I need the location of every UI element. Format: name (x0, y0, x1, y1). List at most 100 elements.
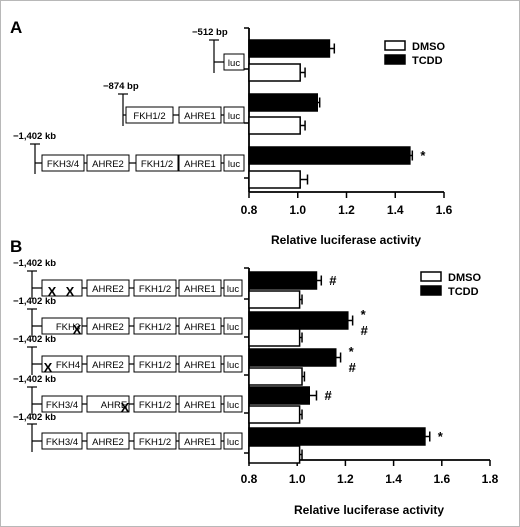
promoter-element-box (41, 395, 83, 413)
promoter-element-box (223, 432, 243, 450)
promoter-length-label: −1,402 kb (13, 334, 56, 345)
x-tick-label: 1.6 (433, 472, 450, 486)
x-tick-label: 1.2 (337, 472, 354, 486)
legend-label-tcdd: TCDD (448, 286, 479, 298)
promoter-element-label: AHRE2 (92, 322, 124, 333)
promoter-element-label: FKH1/2 (139, 284, 171, 295)
significance-asterisk: * (361, 307, 367, 322)
legend-swatch-dmso (384, 40, 406, 51)
promoter-element-box (178, 154, 222, 172)
tcdd-bar (248, 93, 318, 112)
mutation-x-mark: X (121, 400, 130, 415)
significance-hash: # (349, 360, 357, 375)
dmso-bar (248, 367, 303, 386)
tcdd-bar (248, 427, 426, 446)
promoter-element-box (133, 317, 177, 335)
x-tick-label: 1.2 (338, 203, 355, 217)
mutation-x-mark: X (66, 284, 75, 299)
promoter-element-box (86, 317, 130, 335)
x-tick-label: 1.8 (482, 472, 499, 486)
promoter-element-label: FKH3/4 (47, 159, 79, 170)
promoter-element-box (41, 432, 83, 450)
significance-asterisk: * (349, 344, 355, 359)
significance-hash: # (361, 323, 369, 338)
significance-asterisk: * (438, 429, 444, 444)
x-axis-title: Relative luciferase activity (271, 233, 421, 247)
mutation-x-mark: X (48, 284, 57, 299)
promoter-element-label: FKH1/2 (133, 111, 165, 122)
x-tick-label: 1.0 (289, 203, 306, 217)
promoter-element-label: AHRE2 (92, 284, 124, 295)
legend-label-dmso: DMSO (448, 272, 481, 284)
promoter-element-label: luc (227, 437, 239, 448)
promoter-element-box (135, 154, 179, 172)
mutation-x-mark: X (73, 322, 82, 337)
tcdd-bar (248, 311, 349, 330)
promoter-length-label: −1,402 kb (13, 374, 56, 385)
significance-hash: # (324, 388, 332, 403)
promoter-element-label: AHRE1 (184, 159, 216, 170)
mutation-x-mark: X (44, 360, 53, 375)
promoter-element-label: FKH1/2 (139, 322, 171, 333)
dmso-bar (248, 405, 301, 424)
promoter-element-box (223, 395, 243, 413)
promoter-element-box (178, 432, 222, 450)
tcdd-bar (248, 348, 337, 367)
promoter-element-label: FKH1/2 (139, 437, 171, 448)
tcdd-bar (248, 271, 318, 290)
promoter-element-label: AHRE1 (184, 437, 216, 448)
promoter-element-label: luc (227, 400, 239, 411)
promoter-length-label: −1,402 kb (13, 296, 56, 307)
promoter-element-box (133, 432, 177, 450)
legend-swatch-tcdd (420, 285, 442, 296)
promoter-element-label: AHRE1 (184, 360, 216, 371)
promoter-element-box (86, 395, 130, 413)
dmso-bar (248, 116, 301, 135)
promoter-element-label: AHRE2 (92, 437, 124, 448)
promoter-element-label: luc (228, 159, 240, 170)
x-tick-label: 1.0 (289, 472, 306, 486)
x-axis-title: Relative luciferase activity (294, 503, 444, 517)
promoter-element-box (223, 106, 245, 124)
promoter-element-label: FKH1/2 (139, 360, 171, 371)
dmso-bar (248, 170, 301, 189)
promoter-element-box (41, 279, 83, 297)
promoter-element-label: FKH3 (56, 322, 80, 333)
promoter-element-label: FKH3/4 (46, 400, 78, 411)
promoter-element-box (178, 317, 222, 335)
promoter-element-box (86, 279, 130, 297)
significance-asterisk: * (420, 148, 426, 163)
x-tick-label: 1.4 (385, 472, 402, 486)
promoter-element-label: FKH1/2 (139, 400, 171, 411)
promoter-element-label: AHRE (101, 400, 127, 411)
promoter-element-box (178, 279, 222, 297)
legend-swatch-dmso (420, 271, 442, 282)
promoter-length-label: −1,402 kb (13, 258, 56, 269)
promoter-element-label: FKH4 (56, 360, 80, 371)
promoter-length-label: −1,402 kb (13, 131, 56, 142)
tcdd-bar (248, 146, 411, 165)
promoter-element-label: FKH3/4 (46, 437, 78, 448)
promoter-element-box (223, 154, 245, 172)
promoter-element-box (41, 154, 85, 172)
dmso-bar (248, 63, 301, 82)
promoter-element-label: luc (227, 322, 239, 333)
promoter-element-box (223, 355, 243, 373)
promoter-length-label: −874 bp (103, 81, 139, 92)
promoter-element-box (41, 355, 83, 373)
promoter-element-label: luc (228, 111, 240, 122)
promoter-element-box (223, 53, 245, 71)
x-tick-label: 1.4 (387, 203, 404, 217)
significance-hash: # (329, 273, 337, 288)
promoter-element-label: luc (228, 58, 240, 69)
promoter-element-box (223, 279, 243, 297)
promoter-element-box (86, 154, 130, 172)
promoter-element-label: luc (227, 284, 239, 295)
promoter-element-box (86, 355, 130, 373)
x-tick-label: 1.6 (436, 203, 453, 217)
dmso-bar (248, 328, 301, 347)
tcdd-bar (248, 39, 331, 58)
panel-a-letter: A (10, 18, 22, 37)
promoter-element-label: AHRE1 (184, 111, 216, 122)
promoter-element-box (133, 279, 177, 297)
